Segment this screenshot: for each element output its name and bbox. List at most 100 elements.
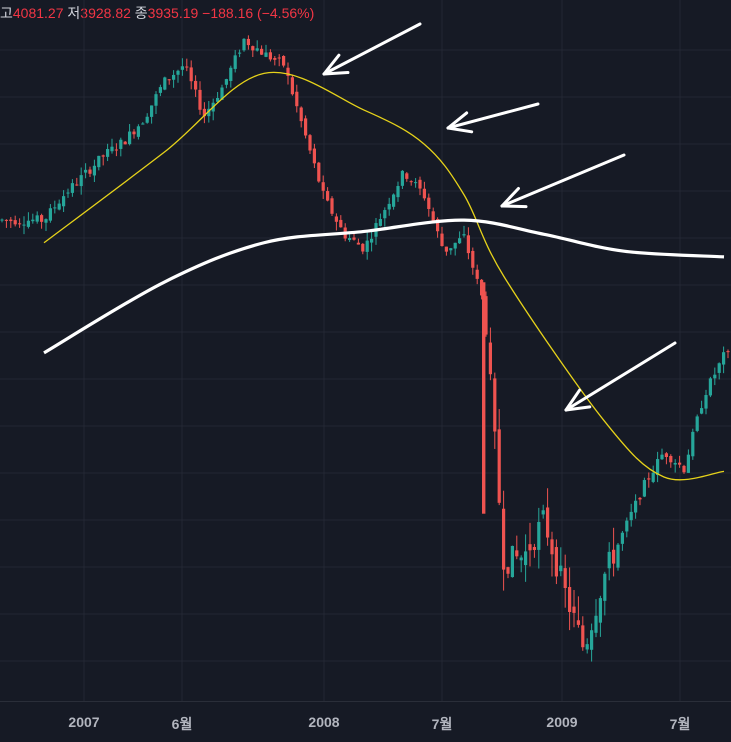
candle-body bbox=[510, 545, 514, 578]
candle-body bbox=[233, 55, 237, 69]
candle-body bbox=[576, 620, 580, 625]
candle-body bbox=[295, 91, 299, 107]
candle-body bbox=[700, 408, 704, 414]
candle-body bbox=[392, 194, 396, 207]
candle-body bbox=[35, 215, 39, 222]
candle-body bbox=[106, 149, 110, 157]
candle-body bbox=[277, 57, 281, 59]
candle-body bbox=[282, 55, 286, 66]
candle-body bbox=[312, 148, 316, 164]
candle-body bbox=[189, 67, 193, 82]
candle-body bbox=[40, 215, 44, 222]
candle-body bbox=[365, 240, 369, 252]
candle-body bbox=[88, 169, 92, 174]
candle-body bbox=[422, 188, 426, 199]
price-chart[interactable] bbox=[0, 0, 731, 702]
candle-body bbox=[482, 282, 486, 514]
x-tick: 2009 bbox=[546, 714, 578, 730]
candle-body bbox=[304, 118, 308, 136]
annotation-arrowhead bbox=[322, 53, 341, 76]
candle-body bbox=[678, 462, 682, 465]
candle-body bbox=[625, 520, 629, 532]
candle-body bbox=[704, 395, 708, 409]
candle-body bbox=[238, 52, 242, 54]
candle-body bbox=[123, 141, 127, 145]
candle-body bbox=[361, 243, 365, 252]
candle-body bbox=[150, 105, 154, 117]
candle-body bbox=[141, 123, 145, 125]
candle-body bbox=[462, 234, 466, 236]
candle-body bbox=[136, 126, 140, 137]
candle-body bbox=[616, 544, 620, 568]
candle-body bbox=[66, 192, 70, 194]
candle-body bbox=[185, 66, 189, 68]
time-axis[interactable]: 2007 6월 2008 7월 2009 7월 bbox=[0, 701, 731, 742]
candle-body bbox=[673, 462, 677, 465]
candle-body bbox=[110, 146, 114, 152]
candle-body bbox=[114, 149, 118, 151]
annotation-arrow bbox=[446, 102, 540, 130]
x-tick: 7월 bbox=[431, 716, 453, 732]
candle-body bbox=[713, 374, 717, 379]
candle-body bbox=[471, 250, 475, 268]
candle-body bbox=[726, 351, 730, 353]
moving-average-short bbox=[43, 71, 725, 481]
candle-body bbox=[348, 238, 352, 241]
candle-body bbox=[176, 70, 180, 75]
annotation-arrowhead bbox=[564, 388, 582, 412]
candle-body bbox=[537, 521, 541, 550]
x-tick: 2007 bbox=[68, 714, 100, 730]
candle-body bbox=[273, 58, 277, 60]
candle-body bbox=[607, 551, 611, 569]
candle-body bbox=[26, 220, 30, 227]
candle-body bbox=[563, 568, 567, 589]
annotation-arrowhead bbox=[564, 405, 592, 412]
annotation-arrow bbox=[564, 341, 677, 412]
candle-body bbox=[180, 66, 184, 70]
candle-body bbox=[638, 497, 642, 500]
candle-body bbox=[436, 219, 440, 232]
close-value: 3935.19 bbox=[147, 5, 199, 21]
candle-body bbox=[383, 210, 387, 219]
candle-body bbox=[585, 644, 589, 650]
candle-body bbox=[255, 48, 259, 51]
candle-body bbox=[651, 472, 655, 482]
annotation-arrowhead bbox=[446, 111, 469, 130]
candle-body bbox=[202, 108, 206, 117]
annotation-arrowhead bbox=[446, 126, 474, 134]
annotation-arrowhead bbox=[322, 71, 350, 76]
candle-body bbox=[172, 74, 176, 80]
candle-body bbox=[268, 52, 272, 60]
change-value: −188.16 (−4.56%) bbox=[202, 5, 315, 21]
candle-body bbox=[400, 170, 404, 186]
candle-body bbox=[290, 77, 294, 95]
candle-body bbox=[339, 219, 343, 228]
candle-body bbox=[251, 46, 255, 51]
candle-body bbox=[524, 551, 528, 566]
candle-body bbox=[708, 378, 712, 396]
candle-body bbox=[475, 269, 479, 279]
candle-body bbox=[194, 80, 198, 90]
candle-body bbox=[308, 135, 312, 151]
candle-body bbox=[484, 296, 488, 335]
candle-body bbox=[0, 219, 4, 221]
candle-body bbox=[603, 573, 607, 601]
candle-body bbox=[546, 507, 550, 538]
candle-body bbox=[541, 510, 545, 515]
candle-body bbox=[356, 242, 360, 245]
candle-body bbox=[163, 77, 167, 90]
candle-body bbox=[405, 173, 409, 179]
candle-body bbox=[480, 279, 484, 296]
candle-body bbox=[246, 38, 250, 46]
candle-body bbox=[409, 181, 413, 183]
candle-body bbox=[453, 242, 457, 249]
candle-body bbox=[634, 500, 638, 513]
high-value: 4081.27 bbox=[12, 5, 64, 21]
candle-body bbox=[224, 79, 228, 85]
candle-body bbox=[387, 203, 391, 210]
candle-body bbox=[317, 162, 321, 182]
candle-body bbox=[101, 155, 105, 157]
candle-body bbox=[75, 184, 79, 186]
candle-body bbox=[145, 116, 149, 123]
x-tick: 7월 bbox=[669, 716, 691, 732]
